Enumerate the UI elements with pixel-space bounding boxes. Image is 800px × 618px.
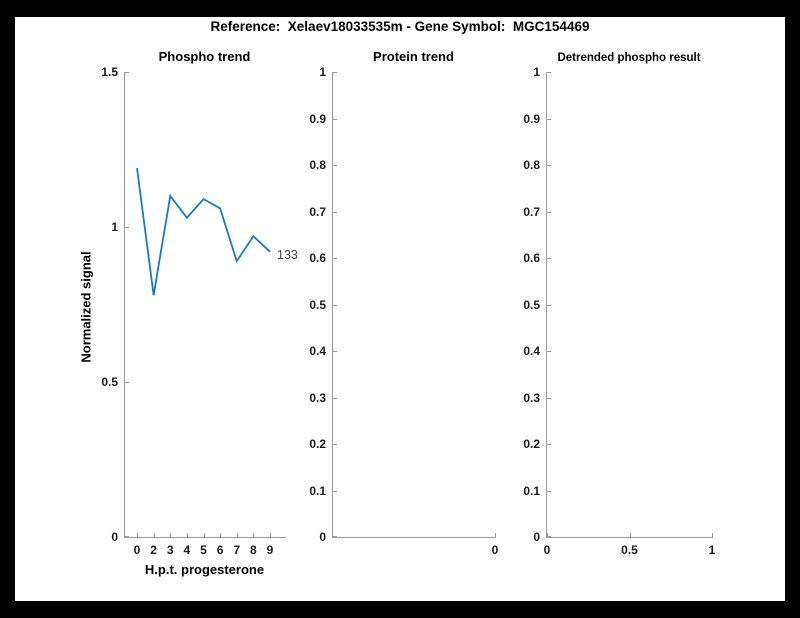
y-tick-mark — [125, 382, 129, 383]
y-tick-mark — [547, 444, 551, 445]
y-tick-label: 0.4 — [309, 344, 326, 358]
y-tick-mark — [333, 211, 337, 213]
x-tick-label: 5 — [200, 543, 207, 557]
y-tick-mark — [125, 227, 129, 228]
y-tick-label: 1.5 — [101, 65, 118, 79]
y-tick-label: 0.1 — [309, 483, 326, 498]
x-tick-label: 0 — [491, 543, 499, 557]
y-tick-label: 0.2 — [523, 437, 540, 451]
x-axis-label: H.p.t. progesterone — [144, 562, 265, 577]
y-tick-label: 0.1 — [523, 483, 540, 498]
detrended-phospho-plot: 0 0.1 0.2 0.3 0.4 0.5 0.6 0.7 0.8 0.9 1 0 0.5 1 — [523, 66, 715, 556]
y-tick-label: 0.3 — [309, 390, 326, 405]
y-tick-mark — [333, 397, 337, 399]
y-tick-label: 0.2 — [309, 437, 326, 451]
y-tick-label: 0.7 — [309, 204, 326, 219]
protein-trend-title: Protein trend — [373, 49, 454, 64]
y-tick-mark — [547, 211, 551, 213]
y-tick-label: 0.3 — [523, 390, 540, 405]
y-tick-mark — [547, 536, 551, 537]
y-tick-label: 0 — [319, 530, 326, 544]
x-tick-mark — [253, 533, 255, 537]
y-tick-mark — [333, 536, 337, 537]
x-tick-label: 0 — [133, 543, 141, 557]
y-tick-label: 1 — [319, 65, 326, 79]
x-tick-label: 3 — [166, 543, 174, 557]
y-tick-label: 0.6 — [523, 251, 540, 265]
y-tick-mark — [547, 304, 551, 306]
y-tick-mark — [125, 72, 129, 73]
y-tick-label: 0 — [533, 530, 540, 544]
y-tick-mark — [333, 258, 337, 259]
x-tick-label: 0.5 — [621, 543, 638, 557]
line-end-label: 133 — [277, 247, 298, 262]
x-tick-mark — [629, 533, 631, 537]
y-tick-mark — [333, 444, 337, 445]
trend-line — [136, 167, 271, 296]
y-axis-label: Normalized signal — [78, 251, 94, 363]
phospho-trend-title: Phospho trend — [158, 49, 251, 64]
y-tick-mark — [547, 72, 551, 73]
y-tick-mark — [333, 165, 337, 166]
x-tick-mark — [137, 533, 138, 537]
x-tick-label: 7 — [233, 543, 241, 557]
x-tick-label: 0 — [543, 543, 551, 557]
y-tick-mark — [333, 72, 337, 73]
y-tick-label: 0.7 — [523, 204, 540, 219]
y-tick-mark — [333, 304, 337, 306]
y-tick-label: 0 — [111, 530, 118, 544]
y-tick-mark — [333, 490, 337, 492]
y-tick-label: 0.9 — [309, 111, 326, 126]
x-tick-label: 8 — [250, 543, 257, 557]
y-tick-label: 1 — [533, 65, 540, 79]
y-tick-label: 0.8 — [523, 158, 540, 172]
x-tick-mark — [495, 533, 496, 537]
y-tick-mark — [547, 118, 551, 120]
y-tick-mark — [547, 165, 551, 166]
y-tick-mark — [547, 490, 551, 492]
y-tick-label: 0.5 — [101, 375, 118, 389]
x-tick-mark — [547, 533, 548, 537]
y-tick-label: 0.4 — [523, 344, 540, 358]
x-tick-mark — [153, 533, 155, 537]
x-tick-label: 6 — [216, 543, 224, 557]
y-tick-mark — [125, 536, 129, 537]
y-tick-mark — [547, 397, 551, 399]
figure-title: Reference: Xelaev18033535m - Gene Symbol… — [210, 19, 590, 34]
figure-canvas — [15, 17, 785, 601]
x-tick-label: 4 — [183, 543, 191, 557]
y-tick-label: 0.8 — [309, 158, 326, 172]
y-tick-label: 0.5 — [309, 297, 326, 312]
y-tick-mark — [333, 118, 337, 120]
protein-trend-plot: 0 0.1 0.2 0.3 0.4 0.5 0.6 0.7 0.8 0.9 1 0 — [309, 66, 498, 556]
y-tick-mark — [547, 258, 551, 259]
x-tick-mark — [170, 533, 172, 537]
x-tick-label: 9 — [266, 543, 274, 557]
x-tick-mark — [203, 533, 205, 537]
y-tick-label: 1 — [111, 220, 118, 234]
y-tick-mark — [547, 351, 551, 352]
detrended-phospho-title: Detrended phospho result — [557, 52, 701, 64]
x-tick-label: 1 — [708, 543, 716, 557]
x-tick-mark — [220, 533, 222, 537]
y-tick-label: 0.9 — [523, 111, 540, 126]
y-tick-mark — [333, 351, 337, 352]
y-tick-label: 0.6 — [309, 251, 326, 265]
y-tick-label: 0.5 — [523, 297, 540, 312]
x-tick-label: 2 — [150, 543, 157, 557]
x-tick-mark — [236, 533, 238, 537]
phospho-trend-plot: 0 0.5 1 1.5 0 2 3 4 5 6 7 8 9 133 — [101, 66, 298, 556]
x-tick-mark — [712, 533, 713, 537]
x-tick-mark — [186, 533, 188, 537]
x-tick-mark — [270, 533, 271, 537]
